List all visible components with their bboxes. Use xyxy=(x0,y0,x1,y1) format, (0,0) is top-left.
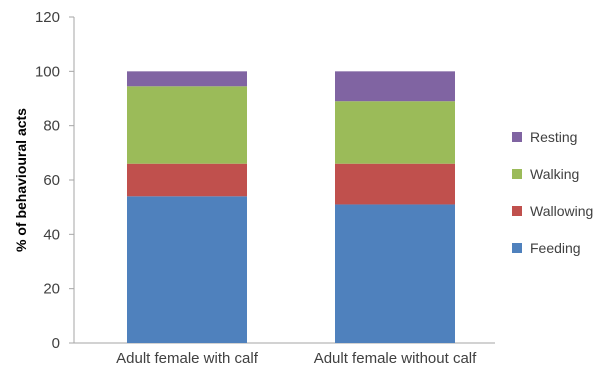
y-tick-label: 120 xyxy=(35,9,60,26)
legend-swatch-feeding xyxy=(512,243,522,253)
legend-label-feeding: Feeding xyxy=(530,240,581,256)
y-tick-label: 80 xyxy=(43,118,60,135)
legend: Resting Walking Wallowing Feeding xyxy=(512,129,593,256)
x-axis: Adult female with calf Adult female witho… xyxy=(74,342,495,367)
bar-segment-feeding xyxy=(335,204,455,343)
y-tick-label: 0 xyxy=(52,335,60,352)
legend-swatch-resting xyxy=(512,132,522,142)
x-tick-labels: Adult female with calf Adult female witho… xyxy=(116,350,477,367)
y-tick-label: 20 xyxy=(43,281,60,298)
bar-segment-wallowing xyxy=(127,163,247,197)
bar-segment-resting xyxy=(335,71,455,102)
y-axis-title: % of behavioural acts xyxy=(13,108,29,252)
legend-swatch-walking xyxy=(512,169,522,179)
bar-segment-walking xyxy=(335,101,455,164)
y-tick-label: 40 xyxy=(43,226,60,243)
x-tick-label: Adult female with calf xyxy=(116,350,259,367)
legend-label-walking: Walking xyxy=(530,166,579,182)
legend-label-wallowing: Wallowing xyxy=(530,203,593,219)
bar-segment-wallowing xyxy=(335,163,455,205)
bar-segment-walking xyxy=(127,86,247,164)
y-ticks: 0 20 40 60 80 100 120 xyxy=(35,9,74,352)
y-tick-label: 60 xyxy=(43,172,60,189)
bar-segment-resting xyxy=(127,71,247,87)
legend-swatch-wallowing xyxy=(512,206,522,216)
bars xyxy=(127,71,455,343)
y-tick-label: 100 xyxy=(35,63,60,80)
bar-segment-feeding xyxy=(127,196,247,343)
x-tick-label: Adult female without calf xyxy=(314,350,477,367)
y-axis: 0 20 40 60 80 100 120 xyxy=(35,9,75,352)
legend-label-resting: Resting xyxy=(530,129,577,145)
